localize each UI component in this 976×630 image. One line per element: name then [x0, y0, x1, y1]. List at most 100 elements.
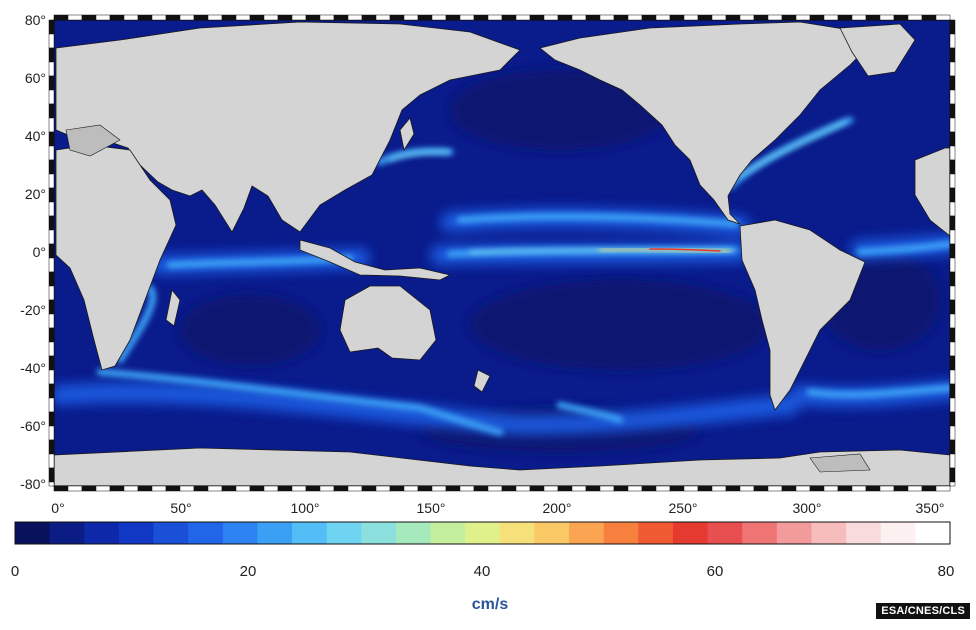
- frame-dash: [263, 14, 279, 21]
- frame-dash: [67, 485, 83, 492]
- frame-dash: [235, 485, 251, 492]
- frame-dash: [48, 257, 55, 273]
- frame-dash: [48, 145, 55, 161]
- colorbar-swatch: [15, 522, 51, 544]
- frame-dash: [949, 369, 956, 385]
- frame-dash: [949, 257, 956, 273]
- frame-dash: [48, 453, 55, 469]
- colorbar-swatch: [534, 522, 570, 544]
- longitude-label: 100°: [290, 500, 320, 516]
- colorbar-swatch: [326, 522, 362, 544]
- frame-dash: [123, 14, 139, 21]
- frame-dash: [165, 14, 181, 21]
- frame-dash: [48, 355, 55, 371]
- frame-dash: [893, 485, 909, 492]
- frame-dash: [949, 201, 956, 217]
- frame-dash: [949, 313, 956, 329]
- frame-dash: [949, 19, 956, 35]
- equatorial-current-peak: [649, 248, 721, 252]
- frame-dash: [249, 485, 265, 492]
- frame-dash: [48, 481, 55, 487]
- longitude-label: 0°: [51, 500, 65, 516]
- latitude-label: -20°: [20, 302, 46, 318]
- frame-dash: [48, 229, 55, 245]
- frame-dash: [291, 485, 307, 492]
- frame-dash: [613, 485, 629, 492]
- frame-dash: [949, 47, 956, 63]
- frame-dash: [641, 14, 657, 21]
- frame-dash: [767, 14, 783, 21]
- frame-dash: [865, 485, 881, 492]
- frame-dash: [599, 485, 615, 492]
- frame-dash: [179, 485, 195, 492]
- frame-dash: [921, 485, 937, 492]
- colorbar-tick-label: 60: [706, 563, 724, 580]
- frame-dash: [48, 411, 55, 427]
- frame-dash: [137, 485, 153, 492]
- frame-dash: [949, 341, 956, 357]
- frame-dash: [809, 14, 825, 21]
- frame-dash: [48, 215, 55, 231]
- colorbar-swatch: [118, 522, 155, 544]
- frame-dash: [48, 313, 55, 329]
- frame-dash: [529, 14, 545, 21]
- frame-dash: [263, 485, 279, 492]
- frame-dash: [683, 485, 699, 492]
- frame-dash: [949, 397, 956, 413]
- frame-dash: [949, 355, 956, 371]
- longitude-label: 50°: [170, 500, 192, 516]
- frame-dash: [949, 285, 956, 301]
- frame-dash: [48, 61, 55, 77]
- frame-dash: [48, 327, 55, 343]
- frame-dash: [95, 485, 111, 492]
- frame-dash: [851, 14, 867, 21]
- frame-dash: [277, 14, 293, 21]
- colorbar-swatch: [84, 522, 120, 544]
- frame-dash: [949, 117, 956, 133]
- colorbar-swatch: [672, 522, 709, 544]
- frame-dash: [221, 485, 237, 492]
- frame-dash: [949, 327, 956, 343]
- frame-dash: [557, 485, 573, 492]
- frame-dash: [501, 14, 517, 21]
- frame-dash: [48, 173, 55, 189]
- frame-dash: [333, 14, 349, 21]
- frame-dash: [81, 485, 97, 492]
- frame-dash: [123, 485, 139, 492]
- frame-dash: [641, 485, 657, 492]
- land-africa: [55, 144, 177, 371]
- frame-dash: [333, 485, 349, 492]
- frame-dash: [48, 201, 55, 217]
- frame-dash: [949, 383, 956, 399]
- frame-dash: [613, 14, 629, 21]
- frame-dash: [48, 341, 55, 357]
- frame-dash: [137, 14, 153, 21]
- land-madagascar: [165, 289, 181, 327]
- frame-dash: [361, 485, 377, 492]
- colorbar-swatch: [153, 522, 189, 544]
- colorbar-swatch: [395, 522, 432, 544]
- frame-dash: [949, 103, 956, 119]
- frame-dash: [949, 33, 956, 49]
- frame-dash: [655, 485, 671, 492]
- frame-dash: [781, 14, 797, 21]
- image-credit: ESA/CNES/CLS: [876, 603, 970, 619]
- frame-dash: [48, 103, 55, 119]
- frame-dash: [949, 173, 956, 189]
- frame-dash: [48, 299, 55, 315]
- frame-dash: [837, 14, 853, 21]
- frame-dash: [599, 14, 615, 21]
- frame-dash: [711, 485, 727, 492]
- colorbar-swatch: [465, 522, 501, 544]
- frame-dash: [249, 14, 265, 21]
- frame-dash: [389, 14, 405, 21]
- colorbar-swatch: [707, 522, 743, 544]
- frame-dash: [445, 14, 461, 21]
- frame-dash: [753, 14, 769, 21]
- frame-dash: [585, 14, 601, 21]
- frame-dash: [445, 485, 461, 492]
- frame-dash: [879, 485, 895, 492]
- frame-dash: [585, 485, 601, 492]
- frame-dash: [767, 485, 783, 492]
